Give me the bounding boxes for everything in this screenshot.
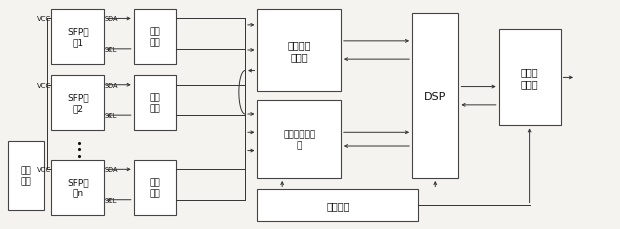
Text: 金属
端子: 金属 端子	[149, 177, 160, 197]
Bar	[412, 14, 458, 178]
Text: SFP插
座2: SFP插 座2	[67, 93, 89, 113]
Text: SCL: SCL	[105, 197, 117, 203]
Text: VCC: VCC	[37, 82, 51, 88]
Bar	[51, 76, 104, 131]
Bar	[134, 160, 175, 215]
Bar	[257, 190, 419, 221]
Text: SFP插
座1: SFP插 座1	[67, 27, 89, 47]
Text: VCC: VCC	[37, 16, 51, 22]
Bar	[257, 10, 341, 92]
Bar	[134, 10, 175, 64]
Bar	[51, 10, 104, 64]
Text: 金属
端子: 金属 端子	[149, 27, 160, 47]
Text: 供电电源: 供电电源	[326, 201, 350, 210]
Text: SCL: SCL	[105, 113, 117, 119]
Text: 电平转
换芯片: 电平转 换芯片	[521, 67, 538, 89]
Text: SFP插
座n: SFP插 座n	[67, 177, 89, 197]
Text: DSP: DSP	[424, 91, 446, 101]
Text: SDA: SDA	[105, 166, 118, 173]
Text: 金属
端子: 金属 端子	[20, 166, 32, 186]
Bar	[257, 101, 341, 178]
Text: 金属
端子: 金属 端子	[149, 93, 160, 113]
Text: SDA: SDA	[105, 16, 118, 22]
Bar	[51, 160, 104, 215]
Bar	[8, 142, 44, 210]
Bar	[134, 76, 175, 131]
Text: 总线多路
复用器: 总线多路 复用器	[288, 40, 311, 62]
Text: SCL: SCL	[105, 47, 117, 53]
Text: VCC: VCC	[37, 166, 51, 173]
Bar	[498, 30, 560, 126]
Text: SDA: SDA	[105, 82, 118, 88]
Text: 模拟多路复用
器: 模拟多路复用 器	[283, 130, 316, 150]
